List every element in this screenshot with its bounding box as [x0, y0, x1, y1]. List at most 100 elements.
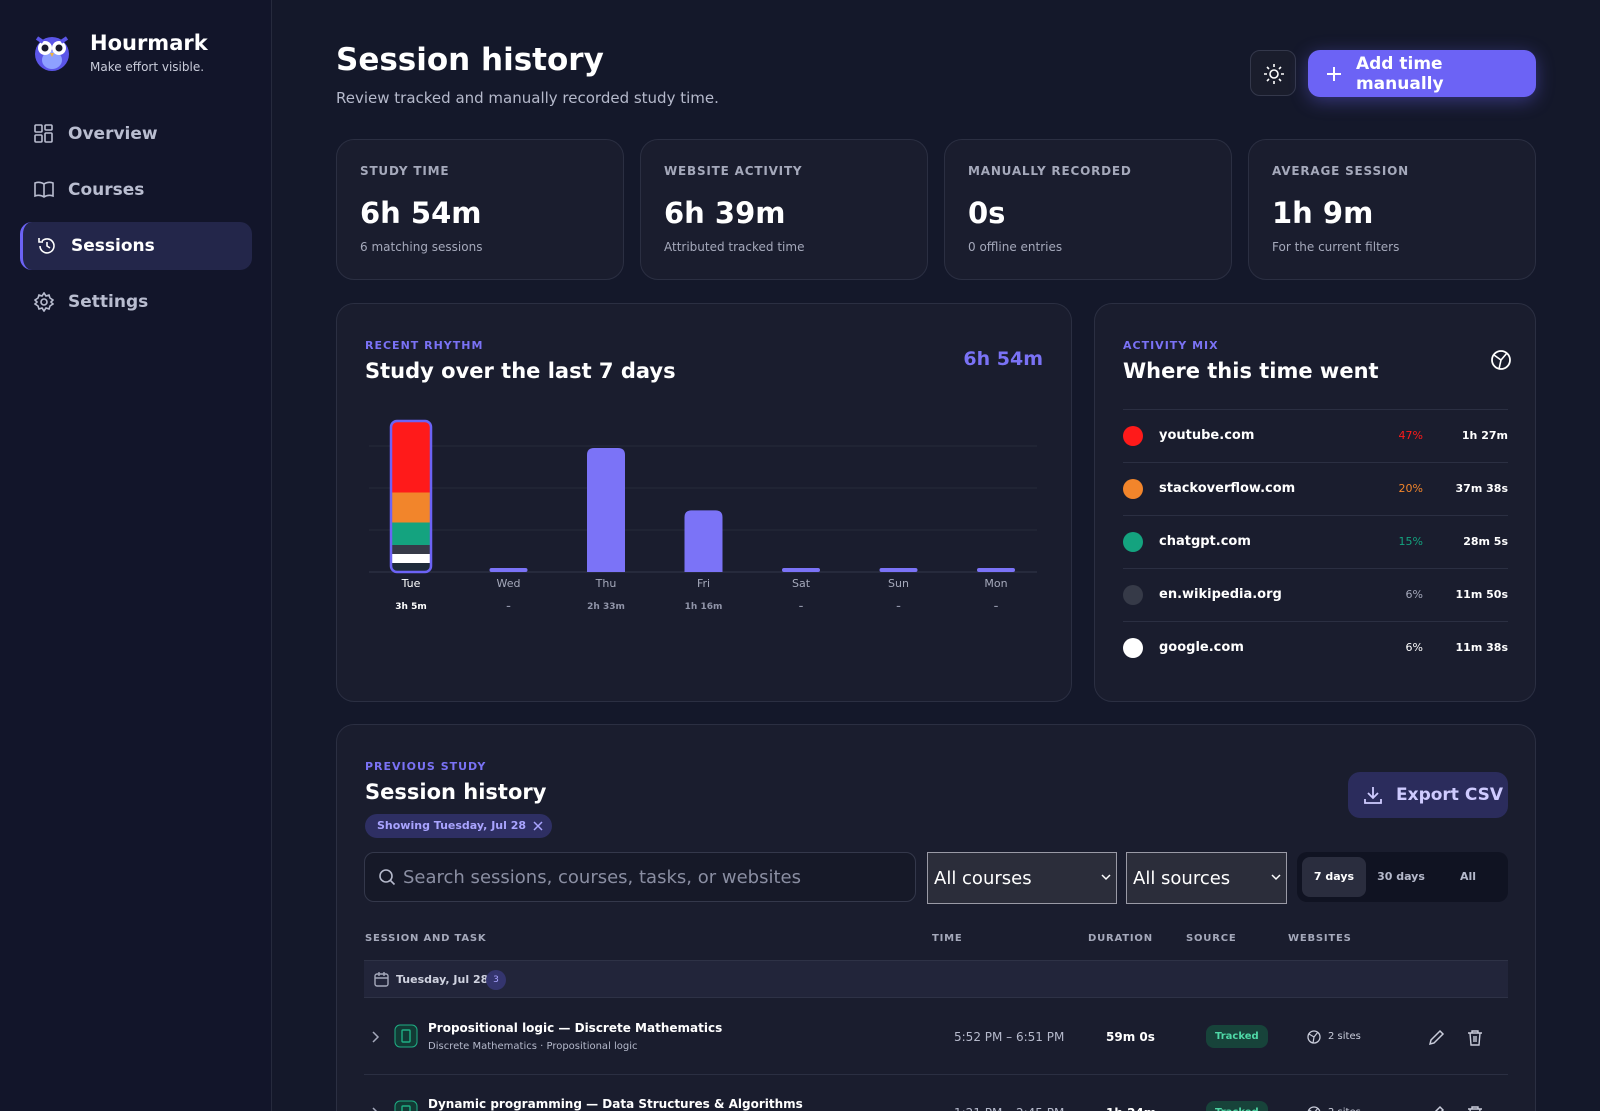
stat-note: Attributed tracked time [664, 240, 805, 254]
nav-item[interactable]: Courses [20, 166, 252, 214]
bar-segment [392, 492, 430, 523]
column-header: SESSION AND TASK [365, 933, 487, 944]
nav-item[interactable]: Sessions [20, 222, 252, 270]
course-icon [394, 1024, 418, 1048]
page-title: Session history [336, 42, 604, 78]
filter-chip[interactable]: Showing Tuesday, Jul 28 [365, 814, 553, 838]
site-time: 37m 38s [1455, 482, 1508, 495]
stat-value: 1h 9m [1272, 196, 1374, 230]
export-button[interactable]: Export CSV [1348, 772, 1508, 818]
expand-icon[interactable] [370, 1030, 382, 1044]
bar-segment [392, 422, 430, 493]
stat-card: STUDY TIME 6h 54m 6 matching sessions [336, 139, 624, 280]
day-value: – [506, 602, 511, 612]
history-eyebrow: PREVIOUS STUDY [365, 760, 487, 773]
column-header: SOURCE [1186, 933, 1237, 944]
day-value: – [994, 602, 999, 612]
day-value: – [896, 602, 901, 612]
session-sites: 2 sites [1328, 1107, 1361, 1111]
source-select[interactable]: All sources [1126, 852, 1287, 904]
globe-icon [1491, 350, 1511, 370]
nav-item[interactable]: Overview [20, 110, 252, 158]
site-time: 11m 50s [1455, 588, 1508, 601]
nav-item[interactable]: Settings [20, 278, 252, 326]
history-title: Session history [365, 780, 547, 804]
range-option[interactable]: 30 days [1377, 870, 1425, 883]
brand-tagline: Make effort visible. [90, 60, 205, 74]
site-percent: 20% [1398, 482, 1423, 495]
session-time: 1:21 PM – 2:45 PM [954, 1106, 1064, 1111]
site-time: 28m 5s [1463, 535, 1508, 548]
nav-icon [34, 181, 54, 198]
site-name: en.wikipedia.org [1159, 587, 1282, 602]
range-option[interactable]: All [1459, 870, 1477, 883]
site-name: chatgpt.com [1159, 534, 1251, 549]
theme-toggle[interactable] [1250, 50, 1296, 96]
site-icon [1123, 638, 1143, 658]
logo [35, 36, 69, 71]
rhythm-chart: Tue 3h 5m Wed – Thu 2h 33m Fri 1h 16m Sat – Sun – Mo… [369, 419, 1037, 612]
bar-segment [392, 522, 430, 545]
activity-row: google.com 6% 11m 38s [1123, 621, 1508, 674]
column-header: WEBSITES [1288, 933, 1352, 944]
day-value: – [799, 602, 804, 612]
stat-label: WEBSITE ACTIVITY [664, 164, 803, 178]
stat-label: STUDY TIME [360, 164, 450, 178]
session-row[interactable]: Propositional logic — Discrete Mathemati… [364, 999, 1508, 1075]
stat-value: 0s [968, 196, 1006, 230]
site-percent: 47% [1398, 429, 1423, 442]
site-name: stackoverflow.com [1159, 481, 1296, 496]
day-value: 2h 33m [587, 602, 625, 612]
session-title: Dynamic programming — Data Structures & … [428, 1097, 803, 1111]
day-label: Wed [497, 577, 521, 590]
session-title: Propositional logic — Discrete Mathemati… [428, 1021, 723, 1035]
site-icon [1123, 532, 1143, 552]
rhythm-title: Study over the last 7 days [365, 359, 676, 383]
rhythm-card: RECENT RHYTHM Study over the last 7 days… [336, 303, 1072, 702]
search-placeholder: Search sessions, courses, tasks, or webs… [403, 866, 801, 888]
page-subtitle: Review tracked and manually recorded stu… [336, 89, 719, 107]
day-label: Sun [888, 577, 909, 590]
course-select[interactable]: All courses [927, 852, 1117, 904]
calendar-icon [374, 972, 389, 987]
stat-note: For the current filters [1272, 240, 1400, 254]
expand-icon[interactable] [370, 1106, 382, 1111]
day-label: Mon [984, 577, 1007, 590]
row-actions[interactable] [1424, 1028, 1504, 1048]
add-time-button[interactable]: Add time manually [1308, 50, 1536, 97]
course-select-label: All courses [934, 867, 1032, 889]
day-value: 3h 5m [395, 602, 426, 612]
site-percent: 6% [1405, 641, 1423, 654]
stat-note: 0 offline entries [968, 240, 1063, 254]
stat-value: 6h 39m [664, 196, 786, 230]
source-badge: Tracked [1206, 1101, 1268, 1111]
bar-segment [392, 545, 430, 554]
stacked-bar [389, 419, 433, 574]
column-header: DURATION [1088, 933, 1153, 944]
activity-eyebrow: ACTIVITY MIX [1123, 339, 1219, 352]
nav-label: Overview [68, 124, 158, 144]
nav-icon [34, 124, 53, 143]
site-icon [1123, 585, 1143, 605]
sidebar: Hourmark Make effort visible. Overview Co… [0, 0, 272, 1111]
source-select-label: All sources [1133, 867, 1231, 889]
bar-remainder [392, 563, 430, 572]
group-date: Tuesday, Jul 28 [396, 973, 489, 986]
range-option[interactable]: 7 days [1302, 857, 1366, 897]
activity-card: ACTIVITY MIX Where this time went youtub… [1094, 303, 1536, 702]
empty-bar [489, 568, 528, 572]
session-row[interactable]: Dynamic programming — Data Structures & … [364, 1075, 1508, 1111]
rhythm-eyebrow: RECENT RHYTHM [365, 339, 484, 352]
site-icon [1123, 479, 1143, 499]
stat-note: 6 matching sessions [360, 240, 483, 254]
search-input[interactable]: Search sessions, courses, tasks, or webs… [364, 852, 916, 902]
site-time: 11m 38s [1455, 641, 1508, 654]
row-actions[interactable] [1424, 1104, 1504, 1111]
history-card: PREVIOUS STUDY Session history Showing T… [336, 724, 1536, 1111]
site-name: youtube.com [1159, 428, 1255, 443]
stat-card: AVERAGE SESSION 1h 9m For the current filt… [1248, 139, 1536, 280]
empty-bar [782, 568, 820, 572]
bar-outline [389, 419, 433, 574]
day-value: 1h 16m [685, 602, 723, 612]
